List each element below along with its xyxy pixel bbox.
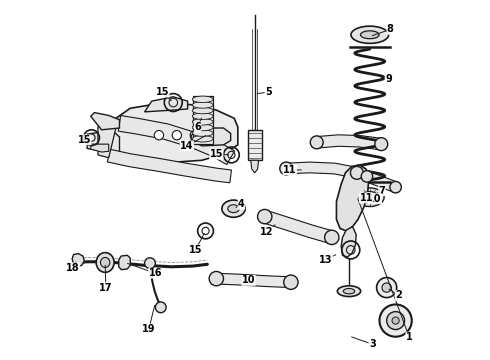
Ellipse shape — [96, 253, 114, 273]
Circle shape — [392, 317, 399, 324]
Ellipse shape — [351, 26, 389, 43]
Text: 14: 14 — [180, 141, 194, 151]
Ellipse shape — [192, 96, 213, 103]
Circle shape — [208, 131, 218, 140]
Text: 3: 3 — [369, 339, 376, 349]
Text: 11: 11 — [360, 193, 373, 203]
Polygon shape — [107, 149, 231, 183]
Ellipse shape — [228, 205, 239, 213]
Circle shape — [387, 312, 405, 329]
Polygon shape — [191, 128, 231, 146]
Bar — [247, 130, 262, 160]
Text: 9: 9 — [385, 74, 392, 84]
Polygon shape — [251, 160, 259, 173]
Polygon shape — [263, 211, 334, 244]
Ellipse shape — [192, 102, 213, 108]
Ellipse shape — [192, 135, 213, 142]
Circle shape — [379, 305, 412, 337]
Polygon shape — [72, 253, 84, 267]
Ellipse shape — [343, 288, 355, 294]
Text: 6: 6 — [195, 122, 201, 132]
Polygon shape — [365, 171, 397, 192]
Polygon shape — [118, 116, 235, 165]
Text: 15: 15 — [189, 245, 202, 255]
Ellipse shape — [192, 119, 213, 125]
Circle shape — [284, 275, 298, 289]
Circle shape — [258, 210, 272, 224]
Ellipse shape — [337, 286, 361, 297]
Circle shape — [209, 271, 223, 286]
Text: 12: 12 — [260, 227, 273, 237]
Polygon shape — [286, 162, 358, 178]
Circle shape — [324, 230, 339, 244]
Ellipse shape — [361, 192, 378, 203]
Text: 17: 17 — [99, 283, 113, 293]
Circle shape — [310, 136, 323, 149]
Circle shape — [377, 278, 397, 298]
Polygon shape — [91, 113, 120, 130]
Circle shape — [361, 171, 373, 182]
Polygon shape — [119, 255, 130, 270]
Ellipse shape — [361, 31, 379, 39]
Circle shape — [280, 162, 293, 175]
Circle shape — [190, 131, 199, 140]
Ellipse shape — [100, 257, 110, 267]
Text: 7: 7 — [379, 186, 385, 196]
Text: 16: 16 — [148, 268, 162, 278]
Text: 15: 15 — [210, 149, 223, 159]
Text: 15: 15 — [156, 87, 169, 97]
Text: 18: 18 — [66, 263, 80, 273]
Circle shape — [390, 181, 401, 193]
Polygon shape — [101, 103, 238, 163]
Ellipse shape — [222, 200, 245, 217]
Ellipse shape — [355, 188, 384, 207]
Circle shape — [375, 138, 388, 150]
Circle shape — [172, 131, 181, 140]
Polygon shape — [98, 120, 116, 158]
Polygon shape — [341, 226, 356, 257]
Text: 5: 5 — [265, 87, 271, 97]
Circle shape — [154, 131, 164, 140]
Text: 1: 1 — [406, 332, 413, 342]
Polygon shape — [145, 97, 188, 112]
Text: 10: 10 — [242, 275, 255, 285]
Text: 4: 4 — [238, 199, 245, 210]
Polygon shape — [216, 273, 291, 288]
Circle shape — [350, 166, 364, 179]
Circle shape — [145, 258, 155, 269]
Ellipse shape — [192, 113, 213, 120]
Ellipse shape — [192, 130, 213, 136]
Polygon shape — [87, 131, 120, 153]
Ellipse shape — [192, 107, 213, 114]
Ellipse shape — [192, 124, 213, 131]
Text: 8: 8 — [387, 24, 393, 35]
Text: 10: 10 — [368, 194, 382, 204]
Circle shape — [155, 302, 166, 313]
Circle shape — [382, 283, 392, 292]
Text: 11: 11 — [283, 165, 296, 175]
Text: 15: 15 — [77, 135, 91, 145]
Polygon shape — [337, 165, 368, 231]
Polygon shape — [91, 144, 109, 152]
Bar — [193, 96, 213, 144]
Polygon shape — [316, 135, 382, 150]
Text: 13: 13 — [319, 255, 333, 265]
Text: 19: 19 — [142, 324, 156, 334]
Text: 2: 2 — [395, 291, 402, 301]
